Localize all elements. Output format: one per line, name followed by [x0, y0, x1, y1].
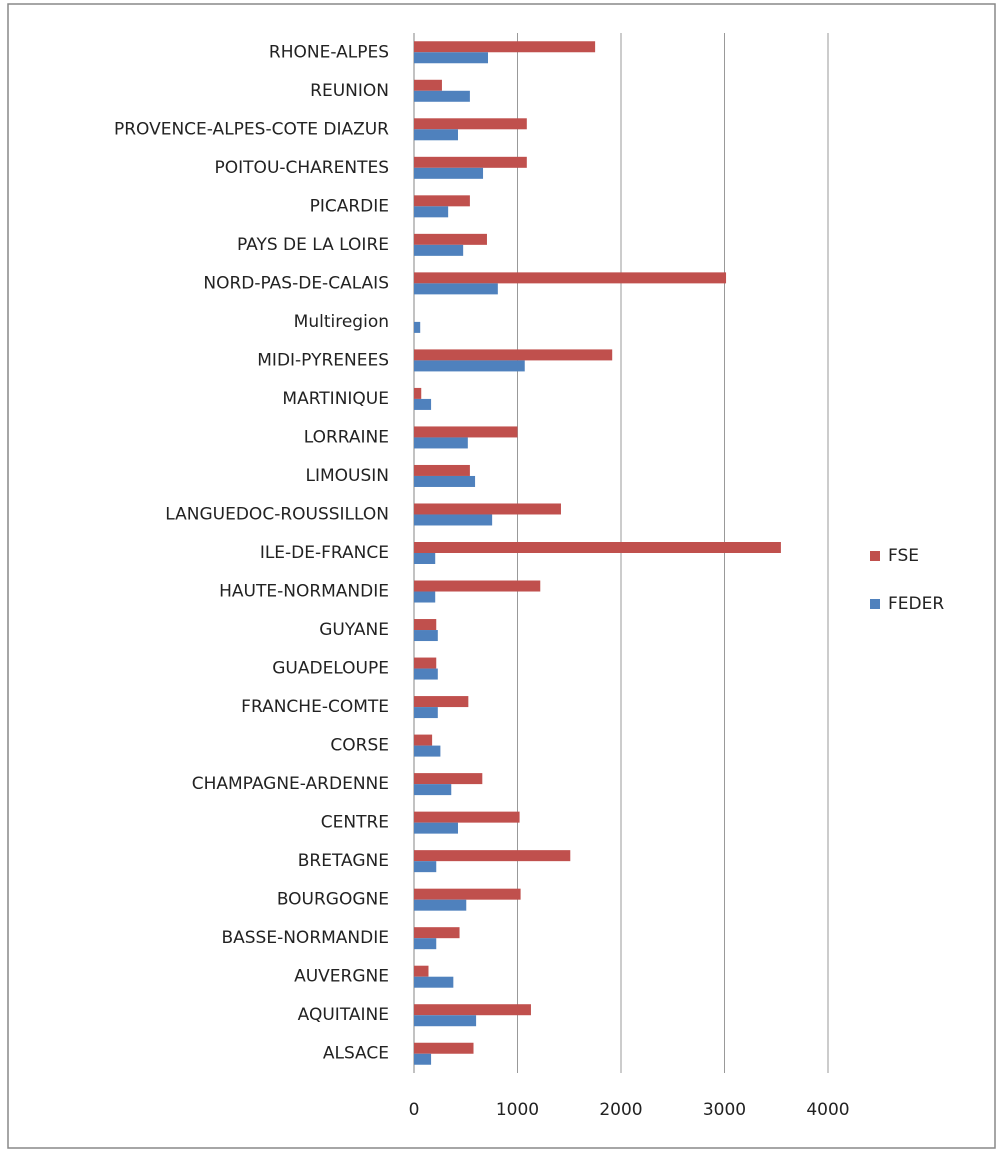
bar [414, 784, 452, 796]
y-tick-label: FRANCHE-COMTE [241, 697, 389, 717]
bar [414, 426, 518, 438]
bar [414, 591, 436, 603]
bar [414, 1004, 531, 1016]
y-tick-label: Multiregion [294, 312, 389, 332]
bar [414, 811, 520, 823]
bar [414, 745, 441, 757]
bar [414, 349, 613, 361]
bar [414, 129, 458, 141]
x-tick-label: 4000 [806, 1100, 849, 1120]
bar [414, 965, 429, 977]
y-tick-label: CENTRE [321, 813, 389, 833]
legend-label: FEDER [888, 594, 944, 614]
x-tick-label: 3000 [703, 1100, 746, 1120]
bar [414, 272, 727, 284]
y-tick-label: ALSACE [323, 1044, 389, 1064]
y-tick-label: AUVERGNE [294, 967, 389, 987]
bar [414, 464, 470, 476]
bar [414, 542, 781, 553]
bar [414, 619, 437, 631]
y-tick-label: POITOU-CHARENTES [215, 158, 389, 178]
bar [414, 118, 527, 130]
bar [414, 773, 483, 785]
bar [414, 580, 541, 592]
bar [414, 387, 422, 399]
bar [414, 167, 484, 179]
bar [414, 630, 438, 642]
bar [414, 938, 437, 950]
y-tick-label: LANGUEDOC-ROUSSILLON [165, 504, 389, 524]
x-tick-label: 0 [409, 1100, 420, 1120]
bar [414, 206, 449, 218]
y-tick-label: REUNION [310, 81, 389, 101]
y-tick-label: RHONE-ALPES [269, 42, 389, 62]
bar [414, 398, 432, 410]
bar [414, 360, 525, 372]
y-tick-label: CHAMPAGNE-ARDENNE [192, 774, 389, 794]
legend-swatch [870, 551, 880, 561]
bar [414, 233, 487, 245]
bar [414, 899, 467, 911]
bar [414, 861, 437, 873]
bar [414, 503, 561, 515]
bar [414, 927, 460, 939]
y-tick-label: GUYANE [319, 620, 389, 640]
bar [414, 668, 438, 680]
bar [414, 1042, 474, 1054]
y-tick-label: PICARDIE [310, 196, 389, 216]
bar [414, 696, 469, 708]
bar [414, 1053, 432, 1065]
bar [414, 657, 437, 669]
y-tick-label: GUADELOUPE [272, 659, 389, 679]
y-tick-label: PAYS DE LA LOIRE [237, 235, 389, 255]
y-tick-label: LORRAINE [304, 427, 389, 447]
bar [414, 475, 476, 487]
y-tick-label: LIMOUSIN [306, 466, 390, 486]
bar [414, 707, 438, 719]
y-tick-label: PROVENCE-ALPES-COTE DIAZUR [114, 119, 389, 139]
bar [414, 321, 421, 333]
bar [414, 244, 464, 256]
y-tick-label: MIDI-PYRENEES [257, 350, 389, 370]
x-tick-label: 1000 [496, 1100, 539, 1120]
bar [414, 283, 498, 295]
bar [414, 90, 470, 102]
legend-label: FSE [888, 546, 919, 566]
y-tick-label: AQUITAINE [298, 1005, 389, 1025]
bar [414, 888, 521, 900]
legend-swatch [870, 599, 880, 609]
bar [414, 822, 458, 834]
bar [414, 195, 470, 207]
y-tick-label: CORSE [330, 736, 389, 756]
bar [414, 79, 442, 91]
y-tick-label: NORD-PAS-DE-CALAIS [203, 273, 389, 293]
bar [414, 437, 468, 449]
bar [414, 514, 493, 526]
y-tick-label: BOURGOGNE [277, 890, 389, 910]
y-tick-label: BRETAGNE [298, 851, 389, 871]
chart-frame [7, 3, 996, 1149]
bar [414, 553, 436, 564]
bar [414, 156, 527, 168]
bar [414, 734, 433, 746]
y-tick-label: ILE-DE-FRANCE [260, 543, 389, 563]
y-tick-label: MARTINIQUE [282, 389, 389, 409]
y-tick-label: BASSE-NORMANDIE [221, 928, 389, 948]
x-tick-label: 2000 [599, 1100, 642, 1120]
bar [414, 41, 596, 53]
bar [414, 850, 571, 862]
bar [414, 52, 489, 64]
bar [414, 1015, 477, 1027]
y-tick-label: HAUTE-NORMANDIE [219, 582, 389, 602]
bar [414, 976, 454, 988]
